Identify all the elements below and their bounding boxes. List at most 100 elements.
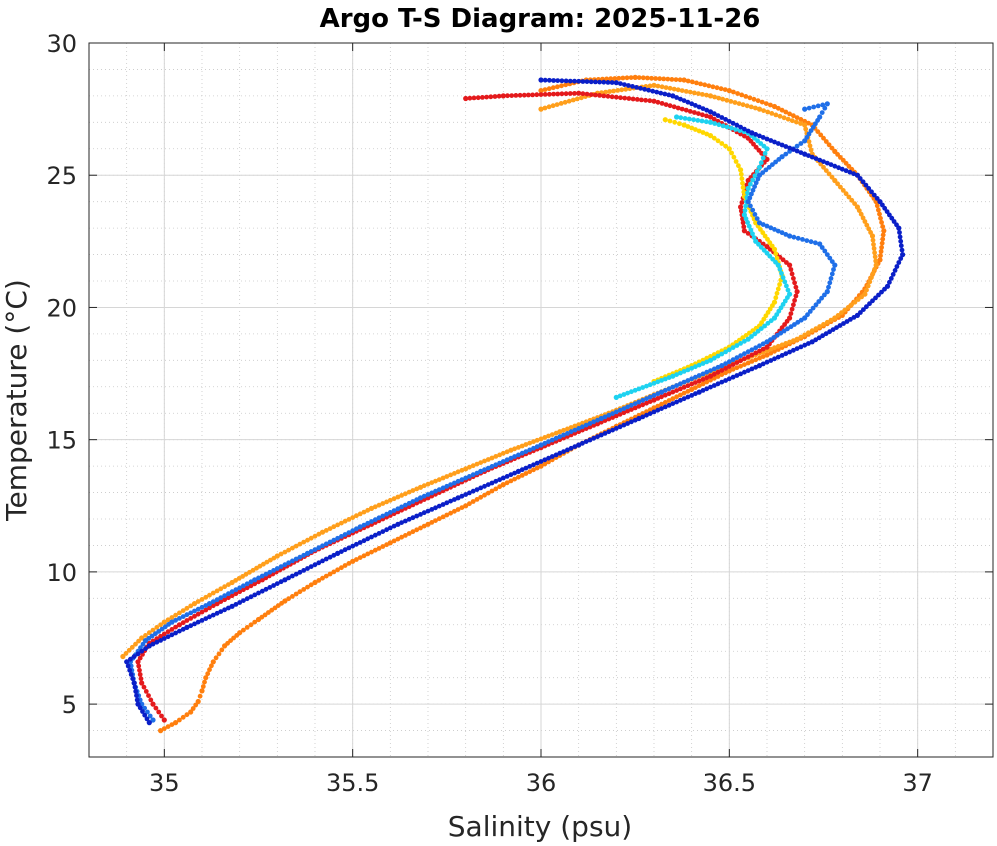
data-point (653, 76, 658, 81)
data-point (605, 93, 611, 99)
data-point (645, 75, 650, 81)
data-point (598, 432, 604, 438)
data-point (609, 94, 615, 100)
data-point (387, 510, 393, 515)
data-point (617, 407, 623, 413)
data-point (665, 76, 671, 82)
data-point (263, 575, 269, 581)
data-point (694, 80, 699, 86)
data-point (148, 697, 154, 703)
data-point (738, 208, 744, 214)
data-point (173, 624, 179, 630)
data-point (339, 520, 344, 526)
data-point (715, 381, 721, 387)
data-point (241, 583, 246, 589)
data-point (436, 487, 442, 492)
data-point (380, 501, 386, 506)
data-point (813, 156, 819, 162)
data-point (747, 95, 753, 101)
data-point (485, 482, 491, 487)
data-point (678, 392, 683, 398)
data-point (678, 96, 683, 102)
data-point (368, 505, 375, 511)
data-point (161, 631, 167, 637)
data-point (808, 147, 814, 153)
data-point (655, 83, 661, 89)
data-point (188, 616, 194, 621)
data-point (579, 95, 584, 101)
data-point (772, 139, 777, 145)
data-point (350, 515, 356, 520)
data-point (534, 465, 540, 471)
data-point (180, 620, 186, 626)
data-point (566, 98, 572, 104)
data-point (826, 171, 832, 177)
data-point (731, 89, 736, 95)
data-point (715, 364, 721, 370)
data-point (754, 216, 760, 222)
data-point (762, 323, 767, 329)
data-point (696, 104, 702, 110)
data-point (391, 523, 397, 529)
data-point (610, 415, 615, 420)
data-point (158, 633, 164, 639)
data-point (863, 182, 869, 188)
data-point (508, 447, 514, 453)
data-point (794, 143, 800, 149)
data-point (865, 283, 871, 289)
data-point (734, 373, 740, 378)
data-point (730, 120, 736, 126)
data-point (777, 113, 783, 119)
data-point (806, 330, 811, 336)
data-point (357, 524, 363, 530)
data-point (190, 706, 196, 711)
data-point (534, 92, 540, 98)
data-point (686, 116, 692, 122)
data-point (708, 384, 713, 390)
data-point (305, 584, 310, 590)
data-point (248, 622, 254, 628)
data-point (335, 522, 340, 528)
y-tick-label: 10 (46, 559, 77, 587)
data-point (828, 162, 834, 168)
data-point (580, 440, 585, 446)
data-point (845, 305, 851, 310)
data-point (813, 337, 819, 343)
data-point (584, 79, 590, 84)
data-point (452, 508, 457, 514)
data-point (444, 512, 450, 518)
data-point (662, 117, 668, 123)
data-point (775, 228, 781, 234)
data-point (519, 450, 525, 456)
data-point (817, 241, 823, 247)
data-point (565, 431, 570, 436)
data-point (841, 321, 846, 326)
data-point (563, 82, 569, 88)
data-point (829, 145, 835, 151)
data-point (410, 502, 416, 508)
data-point (823, 168, 829, 174)
data-point (774, 290, 780, 296)
data-point (870, 271, 876, 276)
data-point (327, 571, 333, 577)
data-point (625, 404, 630, 410)
data-point (482, 467, 487, 473)
data-point (878, 249, 884, 254)
data-point (613, 413, 619, 419)
data-point (693, 364, 698, 370)
data-point (640, 75, 646, 81)
data-point (804, 238, 810, 244)
data-point (312, 579, 318, 586)
data-point (655, 403, 661, 409)
data-point (760, 230, 766, 236)
data-point (588, 79, 594, 85)
x-axis-label: Salinity (psu) (448, 810, 632, 843)
major-grid (89, 42, 993, 757)
x-tick-label: 35.5 (326, 769, 379, 797)
data-point (791, 147, 796, 152)
data-point (757, 348, 762, 354)
data-point (816, 299, 822, 304)
data-point (889, 215, 895, 221)
data-point (693, 385, 698, 390)
data-point (489, 480, 495, 486)
